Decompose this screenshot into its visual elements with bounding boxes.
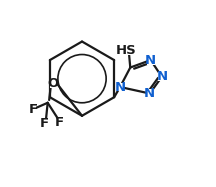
Text: O: O [48,77,59,90]
FancyBboxPatch shape [30,105,36,114]
Text: N: N [156,70,167,83]
Text: N: N [145,54,156,67]
FancyBboxPatch shape [158,72,166,81]
Text: F: F [28,103,37,116]
Text: HS: HS [116,44,137,57]
FancyBboxPatch shape [49,79,57,88]
Text: N: N [114,81,126,94]
FancyBboxPatch shape [41,119,47,127]
FancyBboxPatch shape [121,46,133,55]
FancyBboxPatch shape [57,118,63,126]
Text: N: N [144,87,155,100]
Text: F: F [39,117,49,130]
FancyBboxPatch shape [116,82,124,91]
FancyBboxPatch shape [146,89,154,98]
Text: F: F [55,116,64,129]
FancyBboxPatch shape [147,56,155,65]
